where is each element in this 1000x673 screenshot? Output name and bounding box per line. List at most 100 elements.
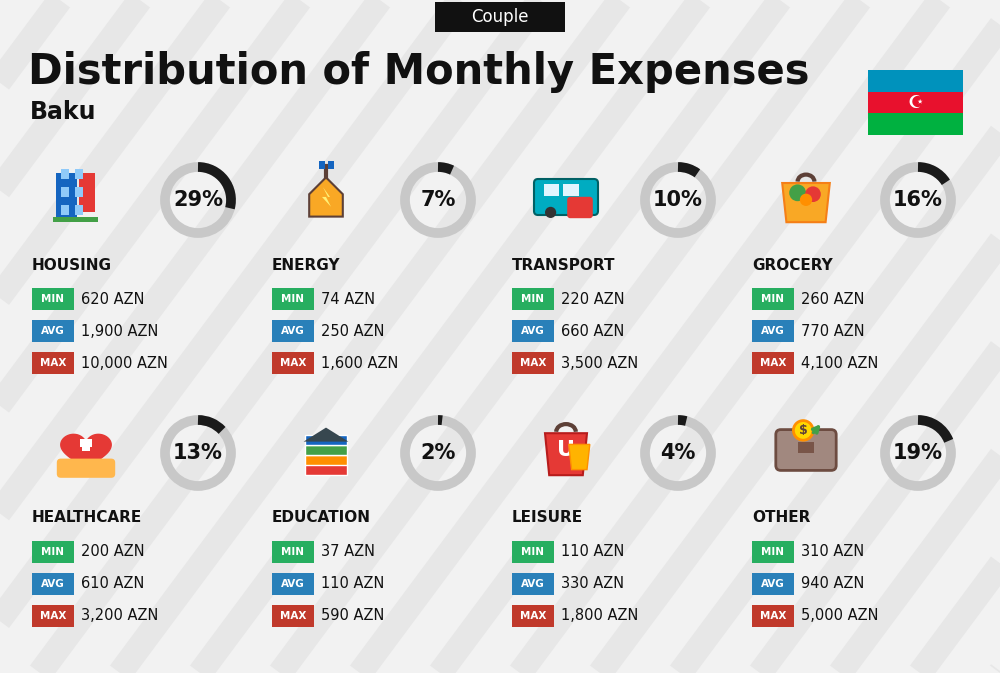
Text: AVG: AVG — [761, 326, 785, 336]
Text: GROCERY: GROCERY — [752, 258, 833, 273]
Bar — [75, 169, 83, 179]
Text: 660 AZN: 660 AZN — [561, 324, 624, 339]
Bar — [272, 541, 314, 563]
Bar — [32, 573, 74, 595]
Bar — [272, 605, 314, 627]
Text: AVG: AVG — [41, 326, 65, 336]
Bar — [61, 169, 69, 179]
Text: 13%: 13% — [173, 443, 223, 463]
Text: 620 AZN: 620 AZN — [81, 291, 144, 306]
Bar — [868, 70, 963, 92]
Text: MIN: MIN — [522, 547, 544, 557]
Bar — [75, 187, 83, 197]
FancyBboxPatch shape — [57, 458, 115, 478]
Bar — [32, 352, 74, 374]
Circle shape — [805, 186, 821, 202]
Text: MAX: MAX — [40, 611, 66, 621]
Text: Baku: Baku — [30, 100, 96, 124]
Polygon shape — [309, 178, 343, 217]
FancyBboxPatch shape — [305, 464, 347, 474]
Text: 200 AZN: 200 AZN — [81, 544, 145, 559]
Text: MIN: MIN — [522, 294, 544, 304]
Bar — [32, 541, 74, 563]
FancyBboxPatch shape — [534, 179, 598, 215]
Text: MAX: MAX — [280, 611, 306, 621]
FancyBboxPatch shape — [776, 429, 836, 470]
Polygon shape — [782, 183, 830, 222]
Text: 3,200 AZN: 3,200 AZN — [81, 608, 158, 623]
Text: MAX: MAX — [760, 611, 786, 621]
Text: 10%: 10% — [653, 190, 703, 210]
Text: MIN: MIN — [42, 294, 64, 304]
Bar — [435, 2, 565, 32]
Bar — [752, 320, 794, 342]
Circle shape — [800, 194, 812, 206]
Text: 110 AZN: 110 AZN — [561, 544, 624, 559]
Bar — [798, 441, 814, 453]
Text: MAX: MAX — [760, 358, 786, 368]
Bar — [512, 541, 554, 563]
Bar — [512, 573, 554, 595]
Bar — [315, 440, 337, 447]
Bar — [328, 161, 334, 169]
Polygon shape — [61, 434, 111, 472]
Text: TRANSPORT: TRANSPORT — [512, 258, 616, 273]
FancyBboxPatch shape — [305, 454, 347, 465]
Text: AVG: AVG — [521, 579, 545, 589]
Text: 16%: 16% — [893, 190, 943, 210]
Text: MAX: MAX — [520, 611, 546, 621]
Text: 330 AZN: 330 AZN — [561, 577, 624, 592]
Bar — [752, 541, 794, 563]
Text: 1,900 AZN: 1,900 AZN — [81, 324, 158, 339]
Text: U: U — [557, 440, 575, 460]
Bar — [752, 352, 794, 374]
Text: Distribution of Monthly Expenses: Distribution of Monthly Expenses — [28, 51, 810, 93]
Text: 19%: 19% — [893, 443, 943, 463]
Bar — [512, 352, 554, 374]
Text: ☪: ☪ — [907, 94, 924, 112]
Text: LEISURE: LEISURE — [512, 511, 583, 526]
Bar — [752, 605, 794, 627]
Text: AVG: AVG — [281, 326, 305, 336]
Text: 310 AZN: 310 AZN — [801, 544, 864, 559]
Bar — [78, 173, 95, 212]
Text: 74 AZN: 74 AZN — [321, 291, 375, 306]
Text: 4,100 AZN: 4,100 AZN — [801, 355, 878, 371]
Text: MAX: MAX — [520, 358, 546, 368]
Bar — [512, 288, 554, 310]
Text: 3,500 AZN: 3,500 AZN — [561, 355, 638, 371]
Bar — [80, 439, 92, 447]
Bar — [544, 184, 559, 196]
Text: 4%: 4% — [660, 443, 696, 463]
Text: 2%: 2% — [420, 443, 456, 463]
Bar — [32, 288, 74, 310]
Bar — [512, 605, 554, 627]
FancyBboxPatch shape — [305, 445, 347, 455]
Text: AVG: AVG — [761, 579, 785, 589]
Bar — [53, 217, 98, 221]
Bar — [82, 440, 90, 452]
FancyBboxPatch shape — [305, 435, 347, 446]
Text: 220 AZN: 220 AZN — [561, 291, 625, 306]
Text: MAX: MAX — [280, 358, 306, 368]
Circle shape — [789, 184, 806, 201]
Text: 260 AZN: 260 AZN — [801, 291, 864, 306]
Bar — [868, 113, 963, 135]
Bar — [319, 161, 325, 169]
Text: 940 AZN: 940 AZN — [801, 577, 864, 592]
Text: HEALTHCARE: HEALTHCARE — [32, 511, 142, 526]
Text: MIN: MIN — [282, 547, 304, 557]
Text: 770 AZN: 770 AZN — [801, 324, 865, 339]
Bar — [56, 173, 77, 221]
Text: EDUCATION: EDUCATION — [272, 511, 371, 526]
Bar — [512, 320, 554, 342]
Text: 29%: 29% — [173, 190, 223, 210]
Bar — [61, 205, 69, 215]
Text: 10,000 AZN: 10,000 AZN — [81, 355, 168, 371]
Polygon shape — [322, 187, 331, 207]
Bar — [272, 288, 314, 310]
Bar — [868, 92, 963, 113]
Bar — [752, 573, 794, 595]
Bar — [32, 320, 74, 342]
Text: AVG: AVG — [521, 326, 545, 336]
